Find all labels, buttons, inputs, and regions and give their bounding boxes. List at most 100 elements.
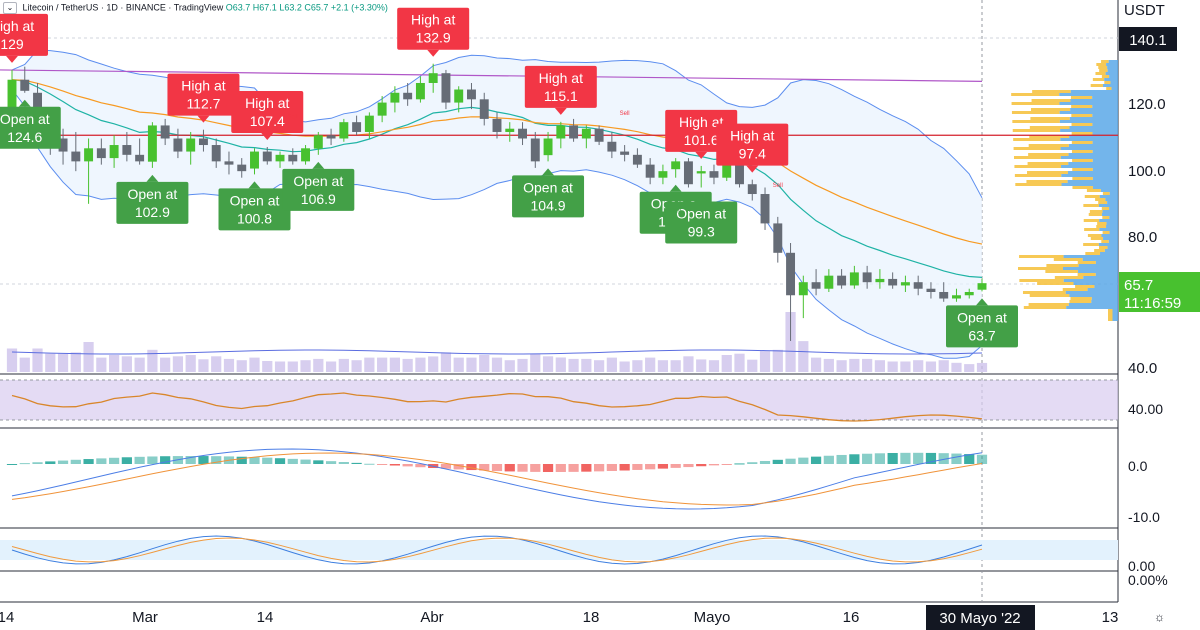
macd-histogram-bar: [121, 457, 132, 464]
volume-profile-bar: [1029, 135, 1070, 138]
volume-profile-bar: [1026, 180, 1068, 183]
volume-bar: [862, 358, 873, 372]
volume-profile-bar: [1073, 282, 1118, 285]
volume-bar: [172, 356, 184, 372]
countdown-text: 11:16:59: [1124, 295, 1181, 312]
label-value: 99.3: [688, 223, 715, 239]
volume-bar: [479, 355, 490, 372]
settings-gear-icon[interactable]: ☼: [1154, 610, 1165, 624]
candle-body: [632, 154, 642, 165]
macd-histogram-bar: [938, 453, 949, 464]
volume-profile-bar: [1092, 78, 1105, 81]
volume-profile-bar: [1101, 240, 1109, 243]
volume-profile-bar: [1012, 120, 1060, 123]
macd-histogram-bar: [351, 462, 362, 464]
candle-body: [900, 282, 910, 286]
open-label: Open at 63.7: [946, 298, 1018, 348]
volume-profile-bar: [1061, 183, 1118, 186]
volume-bar: [938, 360, 949, 372]
volume-bar: [836, 360, 847, 372]
volume-profile-bar: [1068, 144, 1118, 147]
volume-profile-bar: [1090, 237, 1104, 240]
stoch-d-line: [11, 537, 983, 563]
volume-profile-bar: [1062, 288, 1088, 291]
volume-bar: [223, 358, 235, 372]
volume-profile-bar: [1085, 252, 1101, 255]
candle-body: [977, 283, 987, 290]
volume-profile-bar: [1095, 72, 1106, 75]
volume-profile-bar: [1112, 315, 1118, 318]
candle-body: [530, 138, 540, 162]
volume-profile-bar: [1107, 69, 1118, 72]
macd-histogram-bar: [874, 453, 885, 464]
candle-body: [862, 272, 872, 283]
label-line: Open at: [0, 111, 50, 127]
label-box: [0, 13, 48, 56]
volume-profile-bar: [1061, 165, 1118, 168]
ema-short-line: [11, 79, 983, 278]
volume-bar: [734, 353, 745, 372]
volume-profile-bar: [1087, 234, 1102, 237]
volume-profile-bar: [1102, 216, 1110, 219]
signal-text: Buy: [977, 322, 987, 328]
volume-profile-bar: [1075, 285, 1095, 288]
label-value: 104.9: [531, 197, 566, 213]
macd-histogram-bar: [338, 461, 349, 464]
volume-profile-bar: [1109, 231, 1118, 234]
volume-bar: [619, 361, 630, 372]
macd-histogram-bar: [45, 461, 56, 464]
volume-profile-bar: [1112, 309, 1118, 312]
time-axis-date-badge: [926, 605, 1035, 630]
volume-profile-bar: [1098, 204, 1118, 207]
volume-profile-bar: [1028, 144, 1069, 147]
time-axis-label: 18: [583, 609, 600, 626]
macd-histogram-bar: [287, 458, 298, 464]
label-value: 112.7: [186, 96, 220, 112]
macd-histogram-bar: [57, 460, 69, 464]
open-label: Open at 124.6: [0, 99, 61, 149]
volume-profile-bar: [1072, 159, 1093, 162]
volume-profile-bar: [1092, 114, 1118, 117]
chart-header: ⌄ Litecoin / TetherUS · 1D · BINANCE · T…: [3, 2, 388, 14]
label-line: High at: [730, 128, 774, 144]
candle-body: [798, 282, 808, 296]
rsi-band: [0, 380, 1118, 420]
time-axis-label: Mar: [132, 609, 158, 626]
volume-bar: [517, 358, 528, 372]
candle-body: [454, 89, 464, 103]
volume-profile-bar: [1028, 153, 1069, 156]
candle-body: [186, 138, 196, 152]
chevron-down-icon[interactable]: ⌄: [3, 2, 17, 14]
volume-bar: [696, 359, 707, 372]
volume-bar: [925, 361, 937, 372]
label-box: [524, 65, 597, 108]
volume-profile-bar: [1015, 183, 1062, 186]
volume-profile-bar: [1092, 132, 1118, 135]
volume-profile-bar: [1100, 189, 1118, 192]
macd-histogram-bar: [785, 458, 796, 464]
volume-profile-bar: [1095, 198, 1106, 201]
volume-bar: [198, 359, 209, 372]
volume-profile-bar: [1068, 303, 1118, 306]
volume-bar: [262, 360, 273, 372]
time-axis-label: 14: [257, 609, 274, 626]
volume-bar: [211, 356, 222, 372]
candle-body: [390, 92, 400, 103]
candle-body: [683, 161, 693, 185]
volume-profile-bar: [1109, 207, 1118, 210]
candle-body: [811, 282, 821, 289]
label-value: 100.8: [237, 210, 272, 226]
ma-200-line: [0, 69, 983, 82]
label-pointer: [427, 49, 440, 57]
volume-profile-bar: [1065, 291, 1118, 294]
volume-profile-bar: [1108, 318, 1113, 321]
macd-histogram-bar: [109, 457, 120, 464]
volume-profile-bar: [1028, 303, 1069, 306]
volume-profile-bar: [1013, 156, 1061, 159]
volume-bar: [542, 356, 554, 372]
label-box: [0, 106, 61, 149]
label-value: 63.7: [968, 327, 995, 343]
candle-body: [441, 73, 451, 103]
volume-profile-bar: [1106, 87, 1112, 90]
